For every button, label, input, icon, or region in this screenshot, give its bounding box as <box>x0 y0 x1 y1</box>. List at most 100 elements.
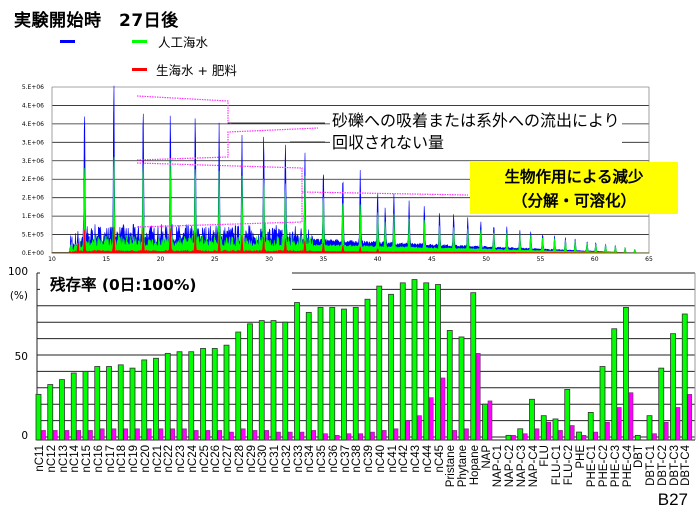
x-category-label: FLU <box>539 445 552 467</box>
bar-artificial-seawater-DBT-C2 <box>658 367 665 441</box>
bar-raw-seawater-fertilizer-nC17 <box>111 428 117 441</box>
bar-raw-seawater-fertilizer-nC16 <box>99 428 105 441</box>
bar-artificial-seawater-nC42 <box>399 282 406 441</box>
bar-artificial-seawater-nC24 <box>188 351 195 441</box>
bar-raw-seawater-fertilizer-nC30 <box>264 430 270 441</box>
bar-raw-seawater-fertilizer-nC12 <box>52 430 58 441</box>
bar-artificial-seawater-nC32 <box>282 321 289 441</box>
x-tick-label: 35 <box>320 256 328 263</box>
bar-artificial-seawater-FLU <box>540 415 547 441</box>
bar-artificial-seawater-nC29 <box>247 323 253 441</box>
bar-raw-seawater-fertilizer-nC22 <box>170 428 176 441</box>
bar-raw-seawater-fertilizer-PHE-C3 <box>616 407 622 441</box>
bar-raw-seawater-fertilizer-nC26 <box>217 430 223 441</box>
bar-raw-seawater-fertilizer-NAP-C3 <box>522 433 528 441</box>
bar-artificial-seawater-nC17 <box>106 366 112 441</box>
bar-raw-seawater-fertilizer-DBT-C4 <box>687 394 693 441</box>
bar-raw-seawater-fertilizer-nC42 <box>405 420 411 441</box>
bar-artificial-seawater-nC14 <box>70 372 77 441</box>
chromatogram-series-1 <box>51 156 650 254</box>
bar-raw-seawater-fertilizer-nC13 <box>64 430 70 441</box>
bar-artificial-seawater-Hopane <box>470 292 477 441</box>
legend-blue-swatch <box>60 40 75 43</box>
slide-title: 実験開始時 27日後 <box>14 11 179 31</box>
bar-artificial-seawater-nC36 <box>329 307 336 441</box>
bar-artificial-seawater-nC25 <box>200 348 206 441</box>
biodegradation-annotation: 生物作用による減少 （分解・可溶化） <box>470 162 678 214</box>
bar-raw-seawater-fertilizer-nC24 <box>193 430 199 441</box>
bar-raw-seawater-fertilizer-nC18 <box>123 428 129 441</box>
bracket-loss-bottom <box>136 127 319 161</box>
x-category-label: PHE-C2 <box>598 445 610 488</box>
bar-artificial-seawater-nC38 <box>352 307 359 441</box>
x-category-label: nC44 <box>421 445 434 473</box>
x-category-label: NAP-C2 <box>504 445 516 488</box>
x-category-label: nC20 <box>139 445 152 473</box>
x-category-label: nC25 <box>198 445 211 473</box>
x-category-label: nC12 <box>45 445 58 473</box>
bar-artificial-seawater-nC41 <box>388 293 394 441</box>
y-tick-label: 3.E+06 <box>22 158 44 165</box>
x-tick-label: 20 <box>157 256 165 263</box>
bar-raw-seawater-fertilizer-nC34 <box>311 430 317 441</box>
bar-raw-seawater-fertilizer-DBT-C3 <box>675 407 681 441</box>
x-category-label: Phytane <box>457 445 469 488</box>
x-tick-label: 60 <box>591 256 599 263</box>
x-category-label: DBT-C3 <box>668 445 681 486</box>
bar-raw-seawater-fertilizer-nC39 <box>370 431 375 441</box>
y-tick-label: 2.E+06 <box>22 195 44 202</box>
bar-raw-seawater-fertilizer-nC37 <box>346 433 352 441</box>
x-category-label: nC29 <box>245 445 258 473</box>
bar-raw-seawater-fertilizer-nC33 <box>299 431 305 441</box>
x-category-label: nC37 <box>339 445 352 473</box>
x-tick-label: 55 <box>537 256 545 263</box>
y-axis-unit: (%) <box>9 290 28 302</box>
bar-raw-seawater-fertilizer-Phytane <box>464 428 469 441</box>
bar-artificial-seawater-nC40 <box>376 285 383 441</box>
x-category-label: nC17 <box>104 445 117 473</box>
bar-raw-seawater-fertilizer-DBT-C2 <box>663 421 669 441</box>
bar-artificial-seawater-nC39 <box>364 298 371 441</box>
y-tick-100: 100 <box>7 266 28 278</box>
bar-raw-seawater-fertilizer-nC27 <box>229 431 234 441</box>
bar-raw-seawater-fertilizer-nC43 <box>417 415 422 441</box>
bar-artificial-seawater-PHE-C3 <box>611 328 618 441</box>
bar-artificial-seawater-DBT-C3 <box>670 333 676 441</box>
y-tick-label: 4.E+06 <box>22 102 44 109</box>
bar-artificial-seawater-nC22 <box>164 352 171 441</box>
bar-raw-seawater-fertilizer-nC44 <box>428 397 434 441</box>
x-category-label: FLU-C2 <box>562 445 575 486</box>
x-category-label: nC27 <box>222 445 234 473</box>
x-category-label: nC45 <box>433 445 446 473</box>
bar-raw-seawater-fertilizer-nC35 <box>323 433 328 441</box>
bar-raw-seawater-fertilizer-nC11 <box>41 430 46 441</box>
bar-raw-seawater-fertilizer-PHE-C1 <box>593 431 599 441</box>
bar-raw-seawater-fertilizer-nC41 <box>393 428 399 441</box>
x-tick-label: 45 <box>428 256 436 263</box>
x-category-label: NAP <box>480 445 493 469</box>
x-category-label: nC15 <box>81 445 93 473</box>
x-category-label: nC42 <box>398 445 411 473</box>
legend-artificial-seawater-swatch <box>132 40 147 43</box>
y-tick-label: 2.E+06 <box>22 176 44 183</box>
x-category-label: nC41 <box>386 445 399 473</box>
biodegradation-annotation-line1: 生物作用による減少 <box>504 168 644 186</box>
x-category-label: NAP-C4 <box>527 445 540 488</box>
x-category-label: nC34 <box>304 445 317 473</box>
x-category-label: nC39 <box>363 445 375 473</box>
y-tick-label: 5.E+06 <box>22 84 44 91</box>
bracket-bio-leader <box>301 191 469 196</box>
bar-raw-seawater-fertilizer-Hopane <box>475 353 481 441</box>
bar-artificial-seawater-FLU-C2 <box>564 389 571 441</box>
x-category-label: nC14 <box>69 445 82 473</box>
bar-artificial-seawater-nC30 <box>258 320 265 441</box>
x-category-label: nC22 <box>163 445 176 473</box>
bar-artificial-seawater-nC13 <box>59 379 65 441</box>
bar-artificial-seawater-nC11 <box>35 393 42 441</box>
bar-artificial-seawater-nC16 <box>94 366 101 441</box>
bar-raw-seawater-fertilizer-nC45 <box>440 377 446 441</box>
bar-raw-seawater-fertilizer-nC23 <box>182 428 187 441</box>
legend-artificial-seawater-label: 人工海水 <box>158 35 209 50</box>
bar-raw-seawater-fertilizer-nC21 <box>158 428 164 441</box>
bar-raw-seawater-fertilizer-FLU-C2 <box>569 425 575 441</box>
